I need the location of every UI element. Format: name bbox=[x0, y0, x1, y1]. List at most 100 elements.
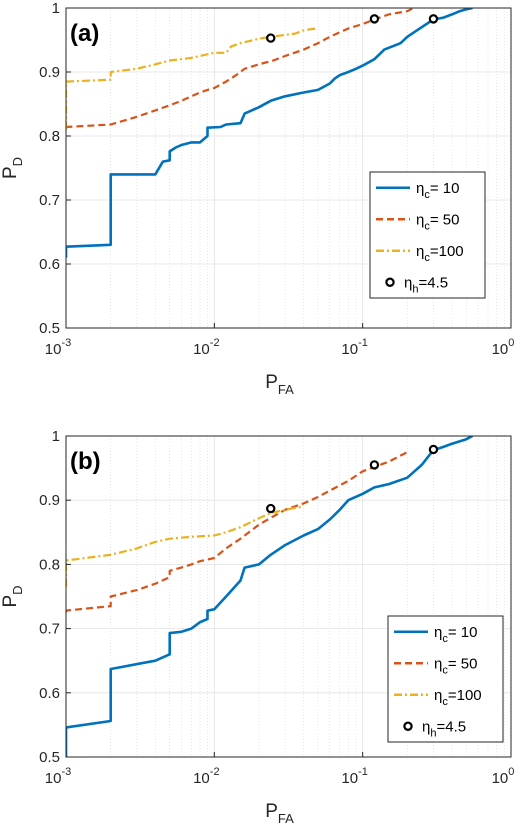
x-tick-base: 10 bbox=[193, 770, 210, 787]
legend-subscript: c bbox=[424, 252, 430, 264]
y-tick-label: 0.9 bbox=[39, 492, 60, 509]
series-line-1 bbox=[66, 8, 473, 258]
y-tick-label: 0.8 bbox=[39, 556, 60, 573]
legend-entry: ηc= 50 bbox=[434, 655, 477, 676]
y-tick-label: 0.6 bbox=[39, 256, 60, 273]
legend-marker bbox=[385, 277, 395, 287]
legend-value: =100 bbox=[448, 687, 482, 704]
series-line-3 bbox=[66, 505, 304, 587]
x-tick-base: 10 bbox=[341, 770, 358, 787]
x-tick-label: 100 bbox=[492, 766, 515, 787]
x-tick-label: 10-1 bbox=[341, 337, 367, 358]
series-line-2 bbox=[66, 451, 408, 613]
y-axis-label-sub: D bbox=[10, 585, 25, 594]
legend-value: =4.5 bbox=[418, 274, 448, 291]
legend-value: = 50 bbox=[448, 655, 478, 672]
legend-subscript: h bbox=[412, 283, 418, 295]
x-tick-exponent: -2 bbox=[210, 766, 220, 778]
x-axis-label-sub: FA bbox=[278, 382, 294, 397]
x-tick-base: 10 bbox=[492, 770, 509, 787]
chart-panel-b: 10-3 10-2 10-1 1000.50.60.70.80.91PFAPD(b)η… bbox=[0, 428, 514, 826]
legend-subscript: c bbox=[442, 696, 448, 708]
y-tick-label: 1 bbox=[52, 428, 60, 445]
x-tick-label: 10-3 bbox=[45, 766, 71, 787]
axes-box bbox=[65, 435, 512, 758]
marker-point bbox=[266, 503, 276, 514]
legend-symbol: η bbox=[422, 718, 430, 735]
x-tick-base: 10 bbox=[193, 341, 210, 358]
marker-point bbox=[266, 33, 276, 43]
x-tick-label: 10-1 bbox=[341, 766, 367, 787]
legend-entry: ηc= 50 bbox=[416, 211, 459, 232]
y-axis-label: PD bbox=[0, 157, 25, 179]
legend-value: = 10 bbox=[448, 624, 478, 641]
legend-box bbox=[369, 171, 486, 299]
legend-subscript: c bbox=[442, 664, 448, 676]
x-tick-label: 10-2 bbox=[193, 337, 219, 358]
legend-symbol: η bbox=[416, 180, 424, 197]
x-axis-label-main: P bbox=[265, 372, 278, 393]
legend-entry: ηc=100 bbox=[416, 243, 464, 264]
legend-subscript: c bbox=[424, 220, 430, 232]
y-tick-label: 0.9 bbox=[39, 64, 60, 81]
x-tick-exponent: -1 bbox=[358, 766, 368, 778]
y-tick-label: 0.7 bbox=[39, 192, 60, 209]
y-tick-label: 0.6 bbox=[39, 685, 60, 702]
series-line-1 bbox=[66, 436, 474, 757]
x-axis-label: PFA bbox=[265, 372, 294, 397]
y-tick-label: 0.7 bbox=[39, 621, 60, 638]
x-tick-exponent: 0 bbox=[508, 766, 514, 778]
legend-value: = 50 bbox=[430, 211, 460, 228]
legend-subscript: h bbox=[430, 727, 436, 739]
y-tick-label: 0.5 bbox=[39, 749, 60, 766]
x-axis-label-main: P bbox=[265, 801, 278, 822]
marker-point bbox=[428, 444, 439, 455]
chart-panel-a: 10-3 10-2 10-1 1000.50.60.70.80.91PFAPD(a)η… bbox=[0, 0, 514, 397]
x-tick-label: 100 bbox=[492, 337, 515, 358]
legend-symbol: η bbox=[434, 624, 442, 641]
legend-entry: ηh=4.5 bbox=[404, 274, 448, 295]
x-tick-base: 10 bbox=[492, 341, 509, 358]
legend-value: = 10 bbox=[430, 180, 460, 197]
series-line-3 bbox=[66, 27, 319, 130]
legend-entry: ηc= 10 bbox=[416, 180, 459, 201]
x-tick-exponent: -3 bbox=[61, 337, 71, 349]
y-tick-label: 0.5 bbox=[39, 320, 60, 337]
y-axis-label-main: P bbox=[0, 595, 21, 608]
marker-point bbox=[369, 14, 380, 24]
y-tick-label: 1 bbox=[52, 0, 60, 17]
x-tick-exponent: 0 bbox=[508, 337, 514, 349]
legend-box bbox=[387, 615, 504, 743]
x-axis-label: PFA bbox=[265, 801, 294, 826]
legend-symbol: η bbox=[416, 211, 424, 228]
legend-symbol: η bbox=[434, 655, 442, 672]
x-axis-label-sub: FA bbox=[278, 811, 294, 826]
x-tick-exponent: -2 bbox=[210, 337, 220, 349]
legend-subscript: c bbox=[424, 189, 430, 201]
x-tick-base: 10 bbox=[45, 341, 62, 358]
y-tick-label: 0.8 bbox=[39, 128, 60, 145]
panel-label: (a) bbox=[70, 20, 99, 47]
legend-symbol: η bbox=[434, 687, 442, 704]
x-tick-exponent: -1 bbox=[358, 337, 368, 349]
series-line-2 bbox=[66, 8, 415, 129]
y-axis-label-sub: D bbox=[10, 157, 25, 166]
legend-value: =100 bbox=[430, 243, 464, 260]
legend-entry: ηh=4.5 bbox=[422, 718, 466, 739]
y-axis-label: PD bbox=[0, 585, 25, 607]
x-tick-base: 10 bbox=[45, 770, 62, 787]
legend-subscript: c bbox=[442, 633, 448, 645]
marker-point bbox=[369, 460, 380, 470]
legend-marker bbox=[403, 721, 413, 731]
legend-value: =4.5 bbox=[436, 718, 466, 735]
panel-label: (b) bbox=[70, 448, 101, 475]
marker-point bbox=[428, 14, 439, 24]
legend-entry: ηc= 10 bbox=[434, 624, 477, 645]
x-tick-base: 10 bbox=[341, 341, 358, 358]
x-tick-label: 10-3 bbox=[45, 337, 71, 358]
series-group bbox=[66, 436, 474, 757]
x-tick-exponent: -3 bbox=[61, 766, 71, 778]
